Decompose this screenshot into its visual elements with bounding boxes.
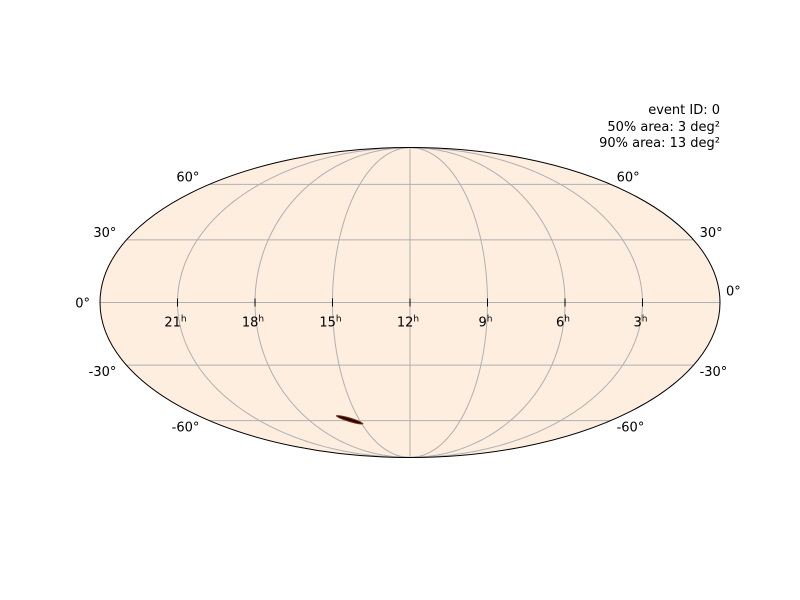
ra-tick-unit: h [181,315,187,325]
dec-tick-label-left: 0° [75,297,90,312]
dec-tick-label-left: -30° [89,365,117,380]
dec-tick-label-left: 60° [176,170,199,185]
area-90-label: 90% area: 13 deg² [599,136,720,151]
ra-tick-unit: h [413,315,419,325]
dec-tick-label-left: -60° [172,421,200,436]
event-id-label: event ID: 0 [648,103,720,118]
dec-tick-label-right: 60° [617,170,640,185]
dec-tick-label-left: 30° [93,226,116,241]
dec-tick-label-right: -30° [700,365,728,380]
ra-tick-unit: h [258,315,264,325]
ra-tick-marks [177,298,643,307]
dec-tick-label-right: 0° [726,285,741,300]
event-info-panel: event ID: 0 50% area: 3 deg² 90% area: 1… [599,103,720,153]
dec-tick-label-right: 30° [700,226,723,241]
ra-tick-unit: h [564,315,570,325]
area-50-label: 50% area: 3 deg² [607,119,720,135]
ra-tick-unit: h [487,315,493,325]
ra-tick-unit: h [336,315,342,325]
ra-tick-unit: h [642,315,648,325]
localization-region [335,415,364,425]
localization-core [337,416,362,424]
dec-tick-labels: 60° 60° 30° 30° 0° 0° -30° -30° -60° -60° [75,170,741,435]
dec-tick-label-right: -60° [617,421,645,436]
mollweide-map-border [99,147,721,458]
